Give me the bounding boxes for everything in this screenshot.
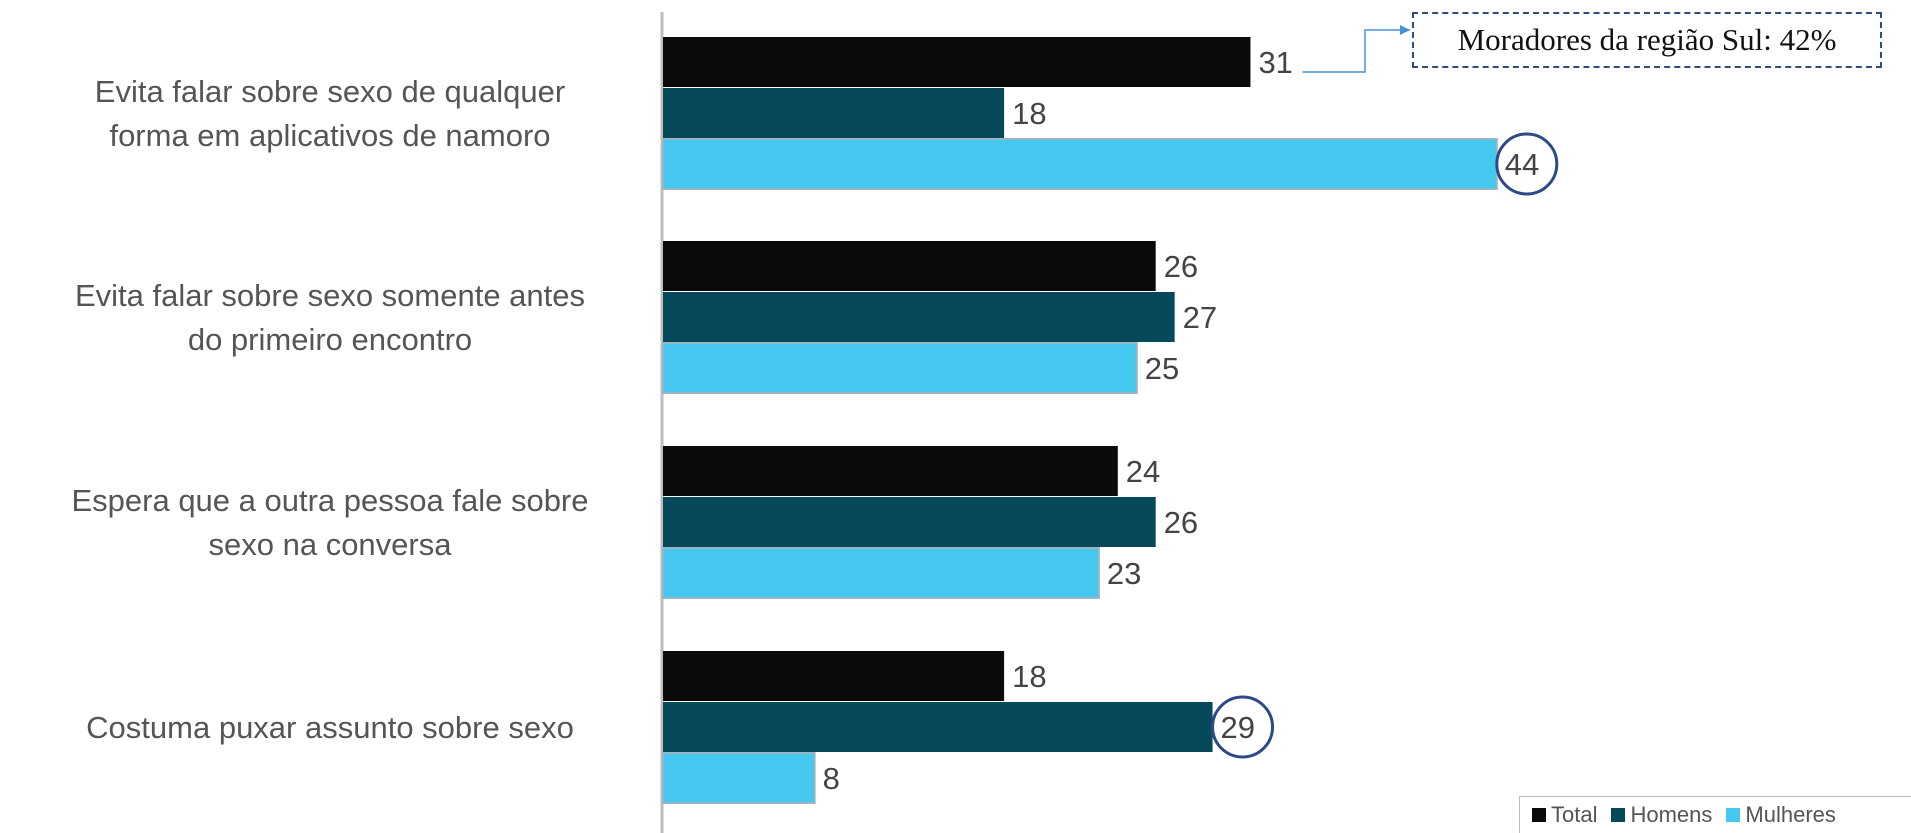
category-label-line: forma em aplicativos de namoro (109, 118, 550, 153)
annotation-connector (1302, 29, 1410, 73)
annotation-arrowhead (1400, 25, 1410, 35)
bar-total (663, 446, 1118, 496)
annotation-text: Moradores da região Sul: 42% (1457, 22, 1837, 57)
category-label: Evita falar sobre sexo somente antes do p… (75, 278, 585, 357)
category-label: Espera que a outra pessoa fale sobre sexo… (71, 483, 588, 562)
category-label-line: Espera que a outra pessoa fale sobre (71, 483, 588, 518)
data-label-total: 18 (1012, 659, 1046, 694)
data-label-mulheres: 25 (1145, 351, 1179, 386)
legend-label-total: Total (1551, 802, 1598, 827)
legend-swatch-total (1532, 808, 1546, 822)
data-label-total: 24 (1126, 454, 1160, 489)
data-label-mulheres: 44 (1505, 147, 1539, 182)
data-label-homens: 27 (1183, 300, 1217, 335)
bar-homens (663, 292, 1175, 342)
category-label: Evita falar sobre sexo de qualquer forma … (95, 74, 565, 153)
bar-total (663, 651, 1005, 701)
bar-mulheres (662, 547, 1100, 599)
legend-label-mulheres: Mulheres (1745, 802, 1836, 827)
legend-swatch-mulheres (1726, 808, 1741, 822)
bar-mulheres (662, 138, 1498, 190)
legend-item-homens: Homens (1611, 802, 1712, 828)
bar-homens (663, 497, 1156, 547)
legend-swatch-homens (1611, 808, 1626, 822)
bar-homens (663, 702, 1213, 752)
bar-mulheres (662, 752, 816, 804)
data-label-mulheres: 8 (823, 761, 840, 796)
highlight-circle (1495, 132, 1559, 196)
category-label-line: do primeiro encontro (188, 322, 472, 357)
category-label-line: Evita falar sobre sexo de qualquer (95, 74, 565, 109)
data-label-total: 26 (1164, 249, 1198, 284)
legend-item-total: Total (1532, 802, 1597, 828)
bar-homens (663, 88, 1005, 138)
annotation-callout: Moradores da região Sul: 42% (1412, 12, 1882, 68)
data-label-homens: 29 (1221, 710, 1255, 745)
highlight-circle (1211, 695, 1275, 759)
data-label-total: 31 (1258, 45, 1292, 80)
data-label-homens: 18 (1012, 96, 1046, 131)
bar-total (663, 37, 1251, 87)
category-label-line: sexo na conversa (209, 527, 453, 562)
category-label-line: Costuma puxar assunto sobre sexo (86, 710, 574, 745)
data-label-homens: 26 (1164, 505, 1198, 540)
bar-total (663, 241, 1156, 291)
category-label: Costuma puxar assunto sobre sexo (86, 710, 574, 745)
legend-label-homens: Homens (1630, 802, 1713, 827)
bar-mulheres (662, 342, 1138, 394)
data-label-mulheres: 23 (1107, 556, 1141, 591)
legend-item-mulheres: Mulheres (1726, 802, 1836, 828)
category-label-line: Evita falar sobre sexo somente antes (75, 278, 585, 313)
legend: Total Homens Mulheres (1519, 796, 1911, 833)
